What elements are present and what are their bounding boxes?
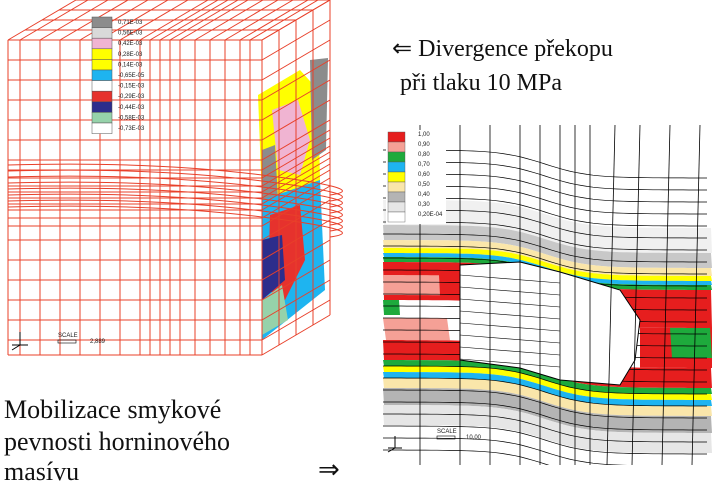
scale-value: 2,889 (90, 339, 106, 345)
legend-label: 0,40 (418, 192, 430, 198)
legend-swatch (92, 49, 112, 60)
legend-label: -0,44E-03 (118, 105, 145, 111)
legend-swatch (388, 172, 405, 182)
legend-label: -0,73E-03 (118, 126, 145, 132)
arrow: ⇒ (318, 455, 340, 484)
stress-band (383, 275, 440, 295)
legend-label: 0,28E-03 (118, 52, 143, 58)
legend-swatch (388, 182, 405, 192)
legend-label: -0,65E-05 (118, 73, 145, 79)
stress-band (670, 328, 712, 358)
legend-swatch (388, 202, 405, 212)
legend-swatch (388, 132, 405, 142)
legend-swatch (92, 59, 112, 70)
legend-label: -0,29E-03 (118, 94, 145, 100)
legend-swatch (388, 212, 405, 222)
legend-label: 0,56E-03 (118, 31, 143, 37)
legend-swatch (388, 142, 405, 152)
legend-swatch (92, 70, 112, 81)
legend-label: 0,42E-03 (118, 41, 143, 47)
legend-label: 0,60 (418, 172, 430, 178)
legend-label: 0,50 (418, 182, 430, 188)
legend-label: -0,58E-03 (118, 115, 145, 121)
legend-label: 0,90 (418, 142, 430, 148)
caption-bottom: Mobilizace smykové (4, 395, 221, 424)
stress-band (383, 318, 450, 340)
legend-swatch (92, 102, 112, 113)
caption-top: ⇐ Divergence překopu (392, 36, 613, 62)
legend-label: -0,15E-03 (118, 84, 145, 90)
legend-label: 0,71E-03 (118, 20, 143, 26)
scale-value: 10,00 (466, 435, 482, 441)
scale-label: SCALE (58, 333, 78, 339)
legend-swatch (92, 28, 112, 39)
legend-label: 0,30 (418, 202, 430, 208)
caption-top: při tlaku 10 MPa (400, 70, 562, 96)
caption-bottom: masívu (4, 457, 79, 484)
legend-swatch (92, 123, 112, 134)
legend-swatch (92, 81, 112, 92)
legend-swatch (92, 38, 112, 49)
legend-swatch (388, 162, 405, 172)
scale-label: SCALE (437, 429, 457, 435)
legend-swatch (92, 17, 112, 28)
legend-label: 0,20E-04 (418, 212, 443, 218)
legend-label: 0,80 (418, 152, 430, 158)
right-figure: 1,00 0,90 0,80 0,70 0,60 0,50 0,40 0,30 0,20E-04… (383, 125, 712, 478)
legend-swatch (92, 112, 112, 123)
legend-label: 0,70 (418, 162, 430, 168)
page: 0,71E-03 0,56E-03 0,42E-03 0,28E-03 0,14E-03… (0, 0, 712, 484)
legend-swatch (388, 192, 405, 202)
left-figure: 0,71E-03 0,56E-03 0,42E-03 0,28E-03 0,14E-03… (8, 0, 342, 355)
legend-label: 0,14E-03 (118, 62, 143, 68)
legend-swatch (92, 91, 112, 102)
stress-band (383, 300, 400, 315)
legend-label: 1,00 (418, 132, 430, 138)
caption-bottom: pevnosti horninového (4, 427, 230, 456)
legend-swatch (388, 152, 405, 162)
